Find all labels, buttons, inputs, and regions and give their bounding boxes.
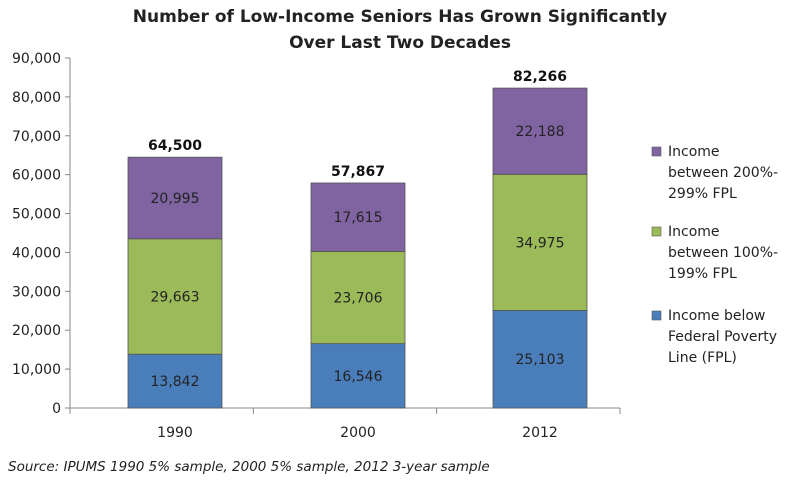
chart-title-line-1: Number of Low-Income Seniors Has Grown S… — [133, 7, 667, 27]
y-tick-label: 70,000 — [12, 129, 61, 145]
legend-label-series-1: Income below — [668, 308, 765, 324]
chart-title: Number of Low-Income Seniors Has Grown S… — [133, 7, 667, 53]
x-tick-label: 2012 — [522, 425, 558, 441]
x-tick-label: 2000 — [340, 425, 376, 441]
legend-swatch-series-3 — [651, 146, 662, 157]
bar-segment-value-label: 34,975 — [516, 235, 565, 251]
bar-segment-value-label: 13,842 — [151, 374, 200, 390]
y-tick-label: 10,000 — [12, 362, 61, 378]
chart-bars — [127, 87, 588, 409]
legend-label-series-2: Income — [668, 224, 720, 240]
legend-swatch-series-1 — [651, 310, 662, 321]
bar-segment-value-label: 20,995 — [151, 191, 200, 207]
bar-segment-2012-series-2 — [492, 173, 588, 311]
chart-legend: Income between 200%- 299% FPL Income between… — [651, 144, 778, 366]
x-tick-label: 1990 — [157, 425, 193, 441]
chart-title-line-2: Over Last Two Decades — [289, 33, 511, 53]
y-tick-label: 0 — [52, 401, 61, 417]
bar-segment-value-label: 16,546 — [334, 369, 383, 385]
bar-segment-value-label: 29,663 — [151, 289, 200, 305]
chart-axes: 0 10,000 20,000 30,000 40,000 50,000 60,000 70,… — [12, 51, 621, 441]
bar-total-label: 82,266 — [513, 69, 567, 85]
bar-segment-2012-series-3 — [492, 87, 588, 175]
y-tick-label: 50,000 — [12, 207, 61, 223]
bar-segment-value-label: 23,706 — [334, 291, 383, 307]
y-tick-label: 80,000 — [12, 90, 61, 106]
legend-label-series-3: 299% FPL — [668, 186, 737, 202]
bar-segment-2012-series-1 — [492, 309, 588, 409]
bar-total-label: 57,867 — [331, 164, 385, 180]
bar-segment-1990-series-1 — [127, 353, 223, 409]
y-tick-label: 90,000 — [12, 51, 61, 67]
legend-label-series-1: Line (FPL) — [668, 350, 737, 366]
legend-label-series-2: 199% FPL — [668, 266, 737, 282]
bar-segment-1990-series-2 — [127, 238, 223, 355]
chart-labels: 13,842 29,663 20,995 64,500 16,546 23,706 17,6… — [148, 69, 567, 390]
bar-total-label: 64,500 — [148, 138, 202, 154]
legend-label-series-1: Federal Poverty — [668, 329, 777, 345]
bar-segment-2000-series-2 — [310, 251, 406, 345]
legend-label-series-3: between 200%- — [668, 165, 778, 181]
legend-label-series-2: between 100%- — [668, 245, 778, 261]
y-tick-label: 60,000 — [12, 168, 61, 184]
legend-swatch-series-2 — [651, 226, 662, 237]
bar-segment-value-label: 17,615 — [334, 210, 383, 226]
y-tick-label: 20,000 — [12, 323, 61, 339]
bar-segment-2000-series-3 — [310, 182, 406, 252]
y-tick-label: 30,000 — [12, 284, 61, 300]
bar-segment-2000-series-1 — [310, 343, 406, 409]
y-tick-label: 40,000 — [12, 245, 61, 261]
bar-segment-value-label: 22,188 — [516, 124, 565, 140]
bar-segment-1990-series-3 — [127, 156, 223, 240]
source-note: Source: IPUMS 1990 5% sample, 2000 5% sa… — [8, 459, 490, 475]
bar-segment-value-label: 25,103 — [516, 352, 565, 368]
legend-label-series-3: Income — [668, 144, 720, 160]
